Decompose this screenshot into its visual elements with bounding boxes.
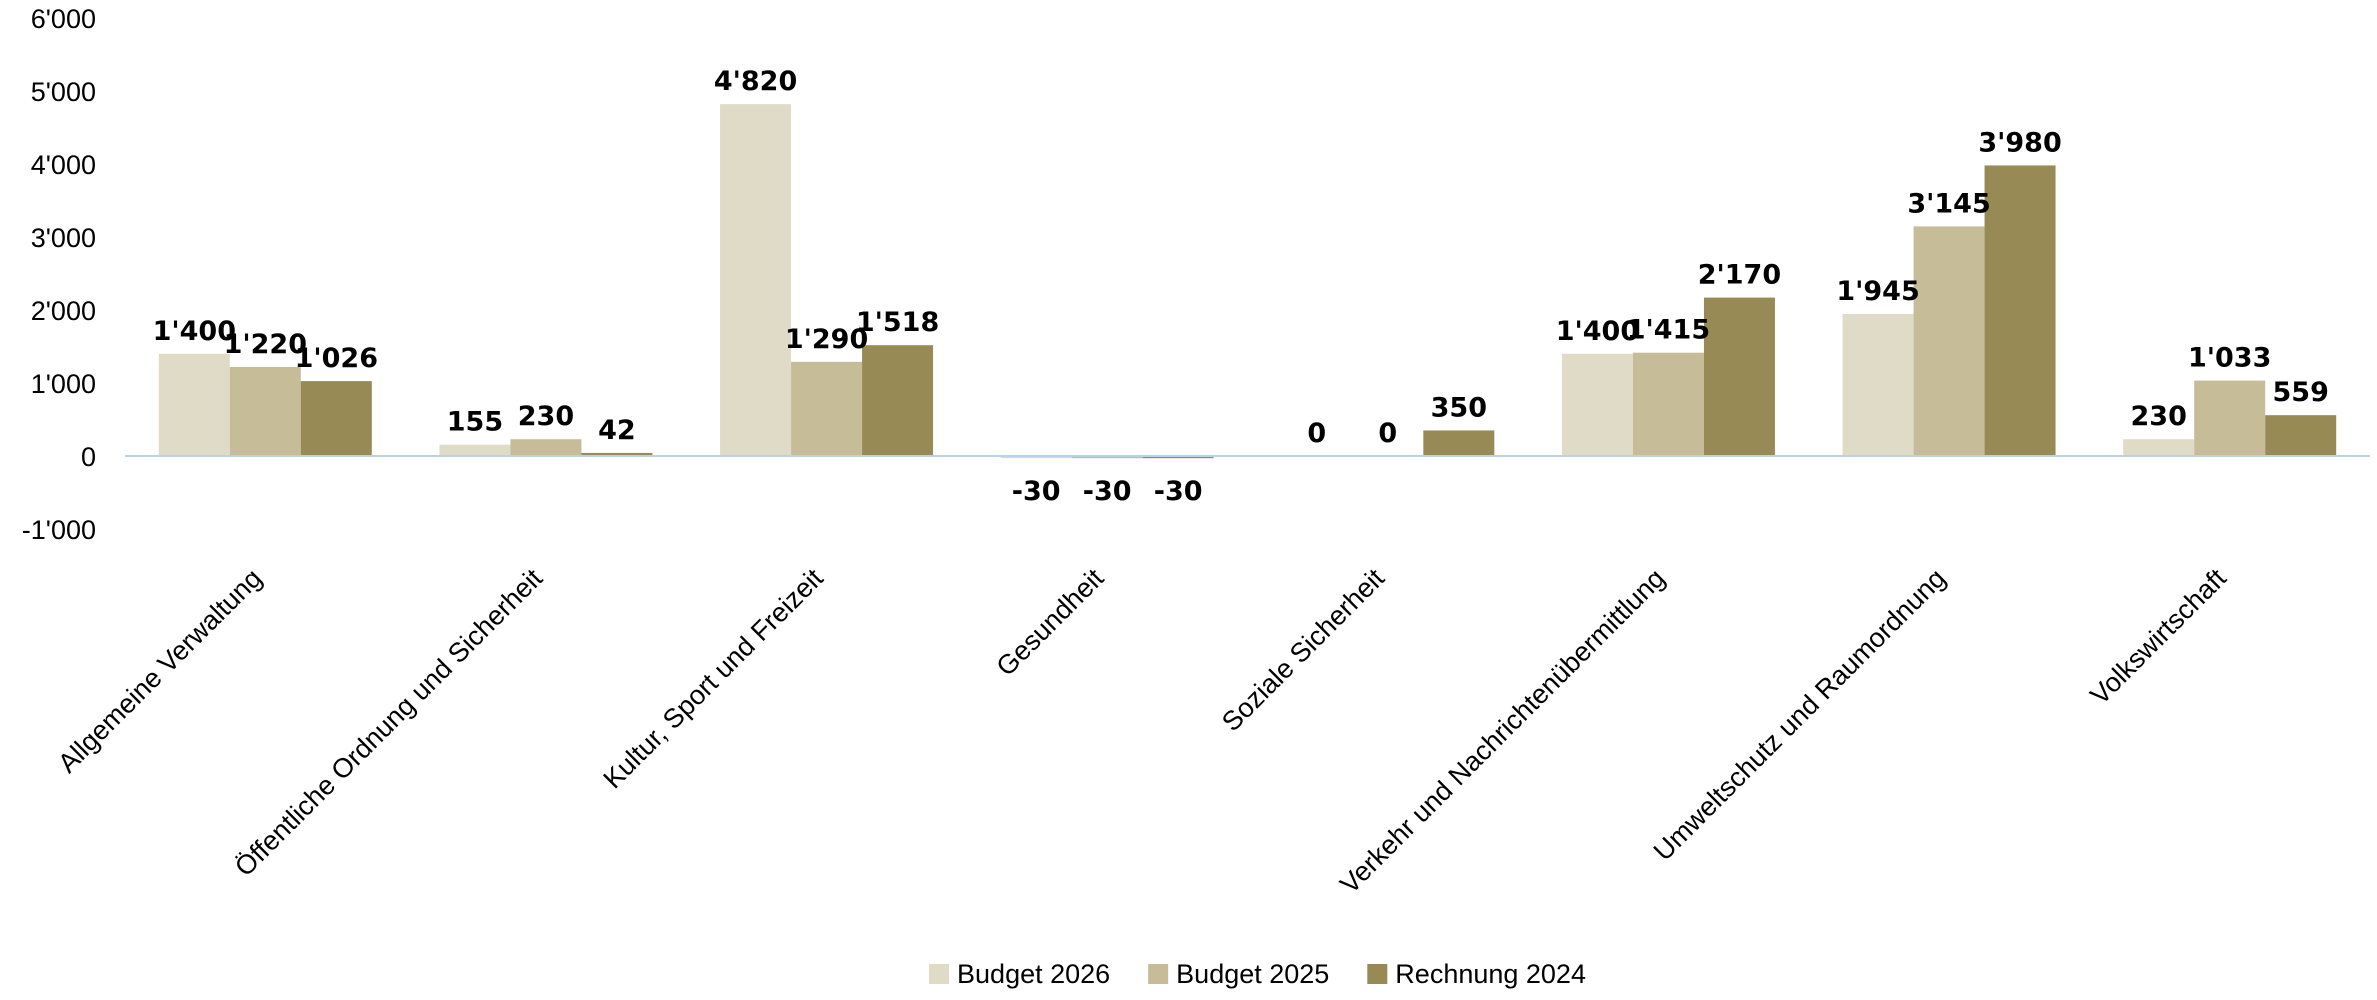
data-label: 350 xyxy=(1431,392,1487,423)
y-tick-label: -1'000 xyxy=(22,515,96,545)
data-label: 0 xyxy=(1307,418,1326,449)
data-label: 1'033 xyxy=(2188,343,2271,374)
x-tick-label: Soziale Sicherheit xyxy=(1216,563,1390,737)
data-label: 1'400 xyxy=(153,316,236,347)
data-label: 230 xyxy=(518,401,574,432)
bar xyxy=(510,439,582,456)
legend: Budget 2026 Budget 2025 Rechnung 2024 xyxy=(929,959,1586,989)
y-tick-label: 2'000 xyxy=(31,296,96,326)
y-tick-label: 6'000 xyxy=(31,4,96,34)
bar xyxy=(1000,456,1072,459)
data-label: 1'400 xyxy=(1556,316,1639,347)
data-label: 1'415 xyxy=(1627,315,1710,346)
bar xyxy=(581,452,653,456)
data-label: 3'145 xyxy=(1907,188,1990,219)
data-label: 0 xyxy=(1378,418,1397,449)
x-tick-label: Verkehr und Nachrichtenübermittlung xyxy=(1334,563,1670,899)
x-tick-label: Volkswirtschaft xyxy=(2084,563,2232,711)
bar xyxy=(1632,352,1704,456)
legend-item: Budget 2026 xyxy=(929,959,1110,989)
x-tick-label: Kultur, Sport und Freizeit xyxy=(597,563,829,795)
bar xyxy=(1071,456,1143,459)
y-tick-label: 5'000 xyxy=(31,77,96,107)
bar xyxy=(158,353,230,456)
data-label: 230 xyxy=(2131,401,2187,432)
y-tick-label: 0 xyxy=(81,442,96,472)
x-tick-label: Öffentliche Ordnung und Sicherheit xyxy=(229,563,548,882)
bar xyxy=(720,104,792,456)
bar xyxy=(1913,226,1985,456)
legend-label: Budget 2025 xyxy=(1176,959,1329,989)
bar xyxy=(1423,430,1495,456)
bar xyxy=(229,366,301,456)
data-label: 4'820 xyxy=(714,66,797,97)
bar xyxy=(862,345,934,456)
y-axis-ticks: -1'000 0 1'000 2'000 3'000 4'000 5'000 6'000 xyxy=(22,4,96,545)
data-label: 1'290 xyxy=(785,324,868,355)
data-label: 155 xyxy=(447,407,503,438)
bar xyxy=(1703,297,1775,456)
x-tick-label: Allgemeine Verwaltung xyxy=(52,563,267,778)
data-label: 1'518 xyxy=(856,307,939,338)
data-label: 1'026 xyxy=(295,343,378,374)
data-label: 3'980 xyxy=(1978,127,2061,158)
data-label: 2'170 xyxy=(1698,260,1781,291)
x-tick-label: Gesundheit xyxy=(991,563,1110,682)
y-tick-label: 4'000 xyxy=(31,150,96,180)
x-tick-label: Umweltschutz und Raumordnung xyxy=(1648,563,1951,866)
data-label: 559 xyxy=(2273,377,2329,408)
y-tick-label: 1'000 xyxy=(31,369,96,399)
bar xyxy=(1984,165,2056,456)
data-label: 42 xyxy=(598,415,636,446)
legend-label: Budget 2026 xyxy=(957,959,1110,989)
bar xyxy=(791,361,863,456)
bar xyxy=(300,381,372,456)
data-label: -30 xyxy=(1012,476,1061,507)
bar xyxy=(2194,380,2266,456)
bar xyxy=(2123,439,2195,456)
y-tick-label: 3'000 xyxy=(31,223,96,253)
bar xyxy=(1561,353,1633,456)
data-label: 1'945 xyxy=(1836,276,1919,307)
data-label: -30 xyxy=(1154,476,1203,507)
legend-swatch xyxy=(1367,964,1388,984)
legend-swatch xyxy=(929,964,950,984)
bars xyxy=(158,104,2337,459)
legend-swatch xyxy=(1148,964,1169,984)
bar xyxy=(439,444,511,456)
data-label: -30 xyxy=(1083,476,1132,507)
data-label: 1'220 xyxy=(224,329,307,360)
legend-item: Budget 2025 xyxy=(1148,959,1329,989)
legend-item: Rechnung 2024 xyxy=(1367,959,1586,989)
bar xyxy=(1142,456,1214,459)
legend-label: Rechnung 2024 xyxy=(1395,959,1586,989)
bar xyxy=(1842,314,1914,456)
bar xyxy=(2265,415,2337,456)
